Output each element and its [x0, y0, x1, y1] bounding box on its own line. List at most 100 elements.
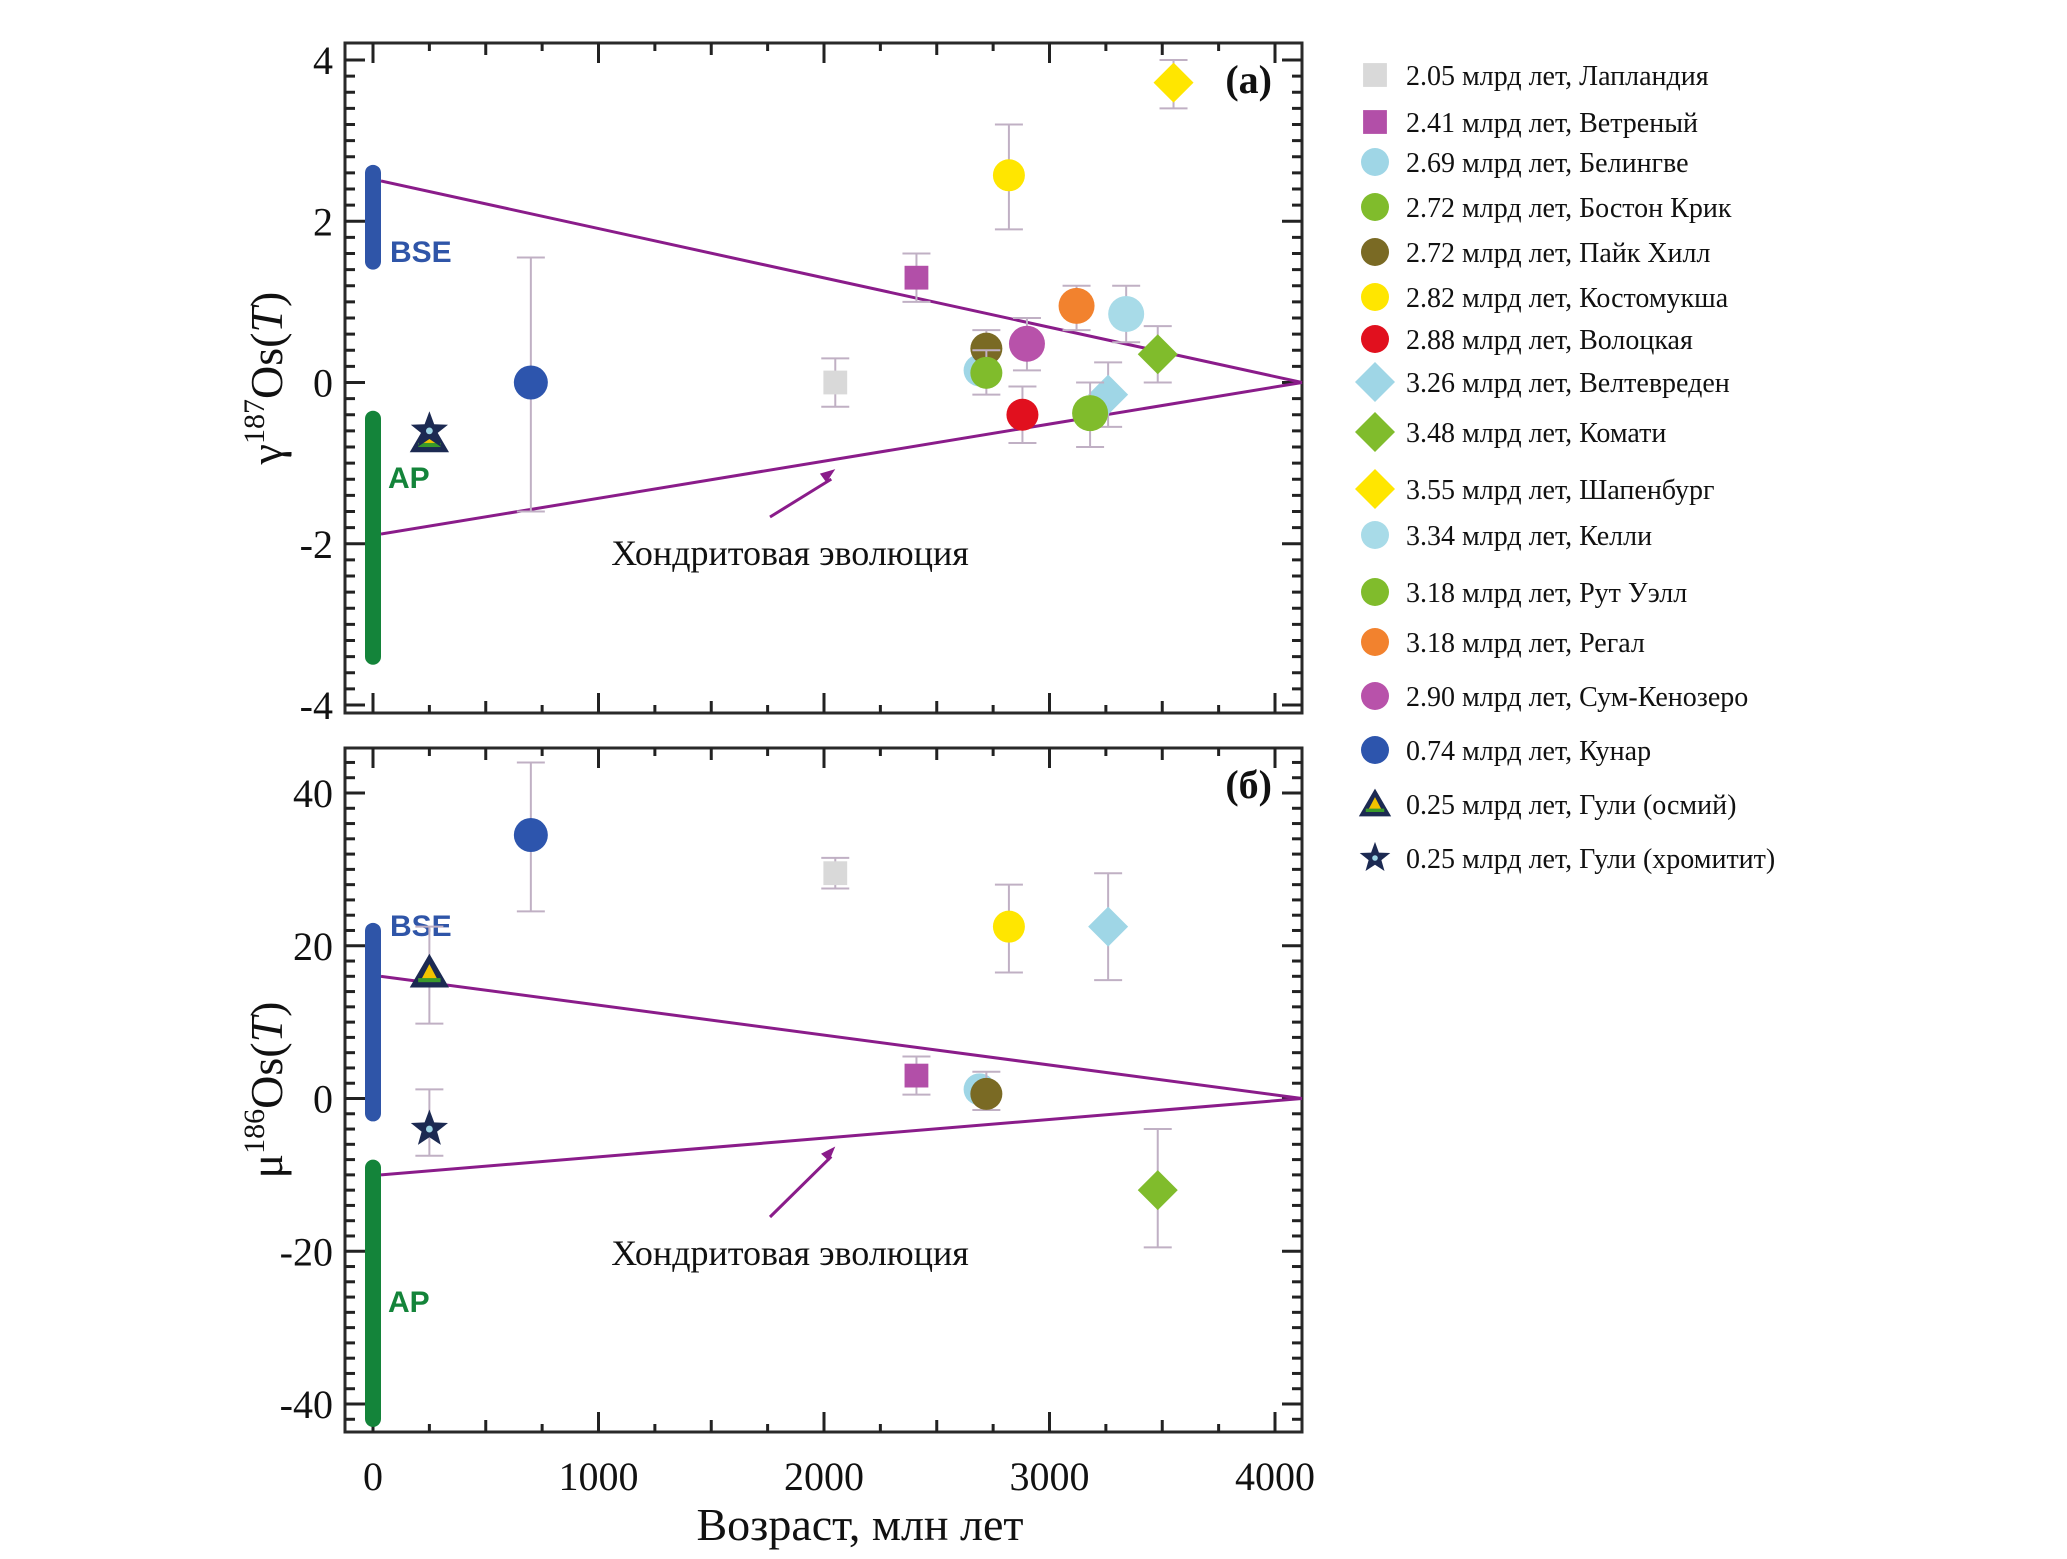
y-tick-label-a: 4 — [313, 38, 333, 83]
legend-marker — [1361, 736, 1389, 764]
legend-marker — [1361, 238, 1389, 266]
data-point-a-8 — [1008, 325, 1045, 362]
chondritic-line-lower-b — [380, 1097, 1303, 1177]
panel-a: 4 2 0 -2 -4 γ187Os(T) (a) BSE AP Хондритовая эвол… — [238, 38, 1304, 728]
legend-item: 3.18 млрд лет, Регал — [1361, 628, 1645, 659]
legend-marker — [1361, 193, 1389, 221]
legend-label: 2.72 млрд лет, Бостон Крик — [1406, 193, 1732, 224]
legend-marker — [1361, 628, 1389, 656]
annotation-arrowhead-b — [821, 1146, 836, 1162]
legend-label: 2.90 млрд лет, Сум-Кенозеро — [1406, 682, 1748, 713]
ap-label-b: AP — [388, 1286, 430, 1319]
legend-marker — [1363, 63, 1387, 87]
panel-label-b: (б) — [1225, 762, 1272, 807]
bse-range-bar-a — [365, 164, 381, 270]
data-point-a-13 — [1137, 334, 1178, 375]
legend-item: 3.34 млрд лет, Келли — [1361, 521, 1652, 552]
legend-label: 3.18 млрд лет, Рут Уэлл — [1406, 578, 1687, 609]
legend-marker — [1363, 110, 1387, 134]
data-point-b-1 — [513, 818, 548, 853]
data-point-a-15 — [513, 365, 548, 400]
y-tick-label-b: -20 — [280, 1229, 333, 1274]
legend-label: 3.18 млрд лет, Регал — [1406, 628, 1645, 659]
y-axis-title-b: μ186Os(T) — [238, 1001, 292, 1178]
data-point-a-2 — [904, 265, 929, 290]
legend-item: 3.18 млрд лет, Рут Уэлл — [1361, 578, 1687, 609]
data-point-b-10 — [410, 1109, 448, 1145]
legend-item: 2.72 млрд лет, Бостон Крик — [1361, 193, 1732, 224]
panel-b: 40200-20-40μ186Os(T)(б)BSEAPХондритовая … — [238, 746, 1304, 1434]
legend-label: 3.55 млрд лет, Шапенбург — [1406, 475, 1714, 506]
y-tick-label-b: 0 — [313, 1077, 333, 1122]
legend-marker — [1358, 788, 1392, 817]
y-tick-label-b: 20 — [293, 924, 333, 969]
legend-label: 2.05 млрд лет, Лапландия — [1406, 61, 1709, 92]
bse-label-a: BSE — [390, 236, 452, 269]
bse-range-bar-b — [365, 922, 381, 1122]
x-tick-label: 4000 — [1235, 1454, 1315, 1499]
legend-marker — [1361, 148, 1389, 176]
chondritic-line-upper-b — [380, 974, 1303, 1100]
legend-label: 3.26 млрд лет, Велтевреден — [1406, 368, 1730, 399]
legend-marker — [1361, 521, 1389, 549]
annotation-arrowhead-a — [819, 469, 836, 483]
data-point-a-14 — [1153, 62, 1194, 103]
legend-item: 0.25 млрд лет, Гули (хромитит) — [1359, 841, 1775, 875]
y-tick-label-a: 2 — [313, 199, 333, 244]
legend-label: 2.69 млрд лет, Белингве — [1406, 148, 1689, 179]
x-tick-label: 3000 — [1010, 1454, 1090, 1499]
x-tick-label: 2000 — [784, 1454, 864, 1499]
data-point-a-11 — [1072, 395, 1109, 432]
legend-item: 2.88 млрд лет, Волоцкая — [1361, 325, 1693, 356]
legend-marker — [1355, 469, 1395, 509]
data-point-a-6 — [992, 159, 1025, 192]
y-tick-label-a: -2 — [300, 522, 333, 567]
legend-marker — [1361, 682, 1389, 710]
ap-label-a: AP — [388, 462, 430, 495]
data-point-a-9 — [1058, 287, 1095, 324]
data-point-a-12 — [1108, 295, 1145, 332]
legend-marker — [1361, 325, 1389, 353]
legend-label: 0.25 млрд лет, Гули (хромитит) — [1406, 844, 1775, 875]
legend-item: 0.74 млрд лет, Кунар — [1361, 736, 1651, 767]
legend-marker — [1355, 412, 1395, 452]
legend-marker — [1361, 283, 1389, 311]
legend-marker — [1359, 841, 1391, 871]
legend-item: 3.48 млрд лет, Комати — [1355, 412, 1666, 452]
y-tick-label-a: 0 — [313, 361, 333, 406]
data-point-b-7 — [970, 1077, 1003, 1110]
data-point-b-3 — [992, 910, 1025, 943]
data-point-a-4 — [970, 332, 1003, 365]
data-point-b-8 — [1137, 1170, 1178, 1211]
panel-label-a: (a) — [1225, 57, 1272, 102]
legend-label: 2.88 млрд лет, Волоцкая — [1406, 325, 1693, 356]
data-point-b-5 — [904, 1063, 929, 1088]
legend-item: 2.82 млрд лет, Костомукша — [1361, 283, 1729, 314]
data-point-a-7 — [1006, 398, 1039, 431]
annotation-arrow-a — [769, 477, 833, 519]
data-point-a-17 — [410, 411, 448, 447]
y-tick-label-a: -4 — [300, 683, 333, 728]
legend-label: 3.34 млрд лет, Келли — [1406, 521, 1652, 552]
ap-range-bar-b — [365, 1159, 381, 1427]
x-axis-title: Возраст, млн лет — [697, 1499, 1024, 1550]
y-axis-title-a: γ187Os(T) — [238, 292, 292, 466]
data-point-b-9 — [409, 953, 450, 988]
y-tick-label-b: 40 — [293, 771, 333, 816]
legend-label: 3.48 млрд лет, Комати — [1406, 418, 1666, 449]
chondritic-line-lower-a — [380, 381, 1303, 536]
x-tick-label: 1000 — [559, 1454, 639, 1499]
annotation-chondritic-evolution-b: Хондритовая эволюция — [611, 1233, 969, 1273]
legend-marker — [1361, 578, 1389, 606]
legend-label: 0.74 млрд лет, Кунар — [1406, 736, 1651, 767]
legend-label: 2.72 млрд лет, Пайк Хилл — [1406, 238, 1711, 269]
legend-label: 0.25 млрд лет, Гули (осмий) — [1406, 790, 1736, 821]
data-point-a-5 — [970, 356, 1003, 389]
plot-frame-b — [343, 746, 1304, 1434]
annotation-chondritic-evolution-a: Хондритовая эволюция — [611, 533, 969, 573]
legend-item: 3.26 млрд лет, Велтевреден — [1355, 362, 1730, 402]
legend-item: 2.05 млрд лет, Лапландия — [1363, 61, 1709, 92]
legend-label: 2.82 млрд лет, Костомукша — [1406, 283, 1729, 314]
legend-item: 2.69 млрд лет, Белингве — [1361, 148, 1689, 179]
